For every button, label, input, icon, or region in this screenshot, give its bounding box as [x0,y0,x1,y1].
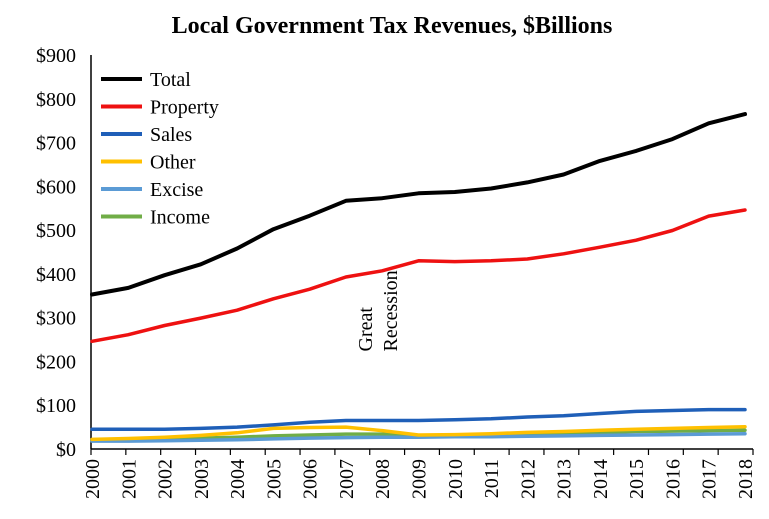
legend-item-total: Total [101,69,191,91]
y-axis: $0 $100 $200 $300 $400 $500 $600 $700 $800 $900 [36,45,92,461]
x-tick-label: 2011 [481,459,503,498]
legend-label: Income [150,207,210,229]
legend-label: Property [150,97,219,119]
legend-label: Other [150,152,196,174]
legend-item-excise: Excise [101,179,203,201]
x-tick-label: 2005 [263,459,285,499]
series-line-property [90,208,747,344]
x-tick-label: 2007 [336,459,358,499]
annotation-layer: Great Recession [355,270,402,351]
x-tick-label: 2003 [191,459,213,499]
y-tick-label: $900 [36,45,76,67]
series-line-sales [90,407,747,432]
series-line-total [90,112,747,297]
y-tick-label: $600 [36,176,76,198]
y-tick-label: $0 [56,439,76,461]
series-line-excise [90,431,747,443]
x-tick-label: 2017 [699,459,721,499]
x-tick-label: 2001 [118,459,140,499]
legend-item-other: Other [101,152,196,174]
x-tick-label: 2018 [735,459,757,499]
x-tick-label: 2013 [554,459,576,499]
x-tick-label: 2015 [626,459,648,499]
x-tick-label: 2012 [517,459,539,499]
legend-label: Excise [150,179,203,201]
legend: Total Property Sales Other Excise Income [101,69,219,229]
y-tick-label: $200 [36,351,76,373]
x-tick-label: 2014 [590,459,612,499]
legend-item-property: Property [101,97,219,119]
annotation-great-recession: Great Recession [355,270,402,351]
x-axis: 2000 2001 2002 2003 2004 2005 2006 2007 2008 2009… [82,448,757,499]
y-tick-label: $700 [36,133,76,155]
x-tick-label: 2010 [445,459,467,499]
annotation-line: Recession [380,270,402,351]
x-tick-label: 2002 [155,459,177,499]
x-tick-label: 2009 [409,459,431,499]
x-tick-label: 2016 [662,459,684,499]
legend-label: Total [150,69,191,91]
x-tick-label: 2004 [227,459,249,499]
y-tick-label: $800 [36,89,76,111]
y-tick-label: $100 [36,395,76,417]
series-layer [90,112,747,443]
legend-item-income: Income [101,207,210,229]
y-tick-label: $400 [36,264,76,286]
y-tick-label: $300 [36,308,76,330]
series-line-other [90,424,747,442]
legend-label: Sales [150,124,192,146]
x-tick-label: 2008 [372,459,394,499]
x-tick-label: 2000 [82,459,104,499]
legend-item-sales: Sales [101,124,192,146]
y-tick-label: $500 [36,220,76,242]
x-tick-label: 2006 [300,459,322,499]
annotation-line: Great [355,307,377,352]
chart-title: Local Government Tax Revenues, $Billions [172,13,613,39]
